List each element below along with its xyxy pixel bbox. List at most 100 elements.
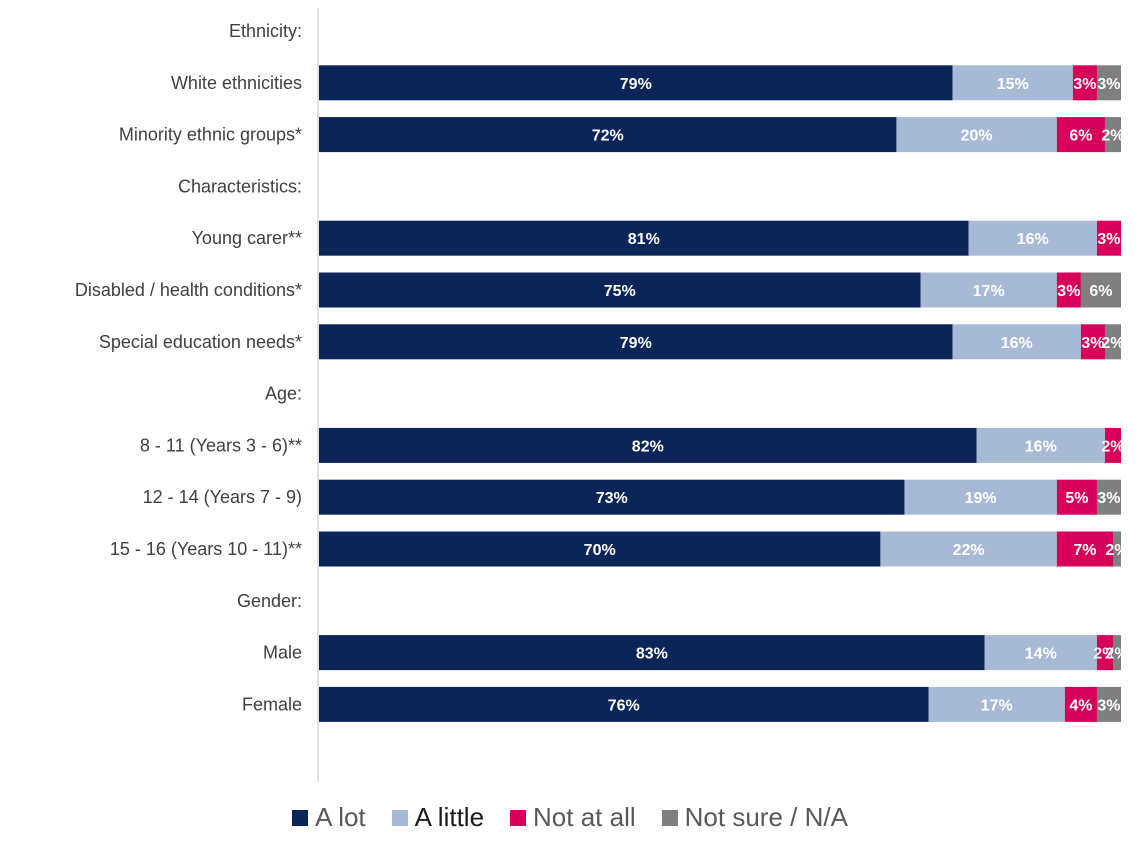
category-label: Gender: xyxy=(237,591,302,611)
bar-a-lot xyxy=(319,117,897,153)
data-label-a-lot: 81% xyxy=(628,231,660,248)
bar-a-lot xyxy=(319,427,977,463)
bar-a-little xyxy=(952,324,1081,360)
legend-swatch xyxy=(661,809,678,826)
category-label: Young carer** xyxy=(192,228,302,248)
bar-not-at-all xyxy=(1096,635,1113,671)
stacked-bar-chart: 79% 15% 3% 3%72% 20% 6% 2%81% 16% 3%75% 17% 3% 6%79… xyxy=(74,8,1129,782)
bar-not-at-all xyxy=(1064,686,1097,722)
bar-a-little xyxy=(952,65,1073,101)
data-label-not-sure-n-a: 2% xyxy=(1101,128,1124,145)
bar-a-lot xyxy=(319,220,969,256)
bar-not-at-all xyxy=(1104,427,1121,463)
data-label-a-lot: 83% xyxy=(636,646,668,663)
data-label-not-sure-n-a: 6% xyxy=(1089,283,1112,300)
category-label: Special education needs* xyxy=(99,332,302,352)
bar-not-sure-n-a xyxy=(1104,324,1121,360)
bar-a-lot xyxy=(319,65,953,101)
bar-a-little xyxy=(928,686,1065,722)
bar-not-sure-n-a xyxy=(1096,479,1121,515)
data-label-a-lot: 82% xyxy=(632,438,664,455)
bar-not-at-all xyxy=(1056,117,1105,153)
bar-a-little xyxy=(880,531,1057,567)
category-label: 12 - 14 (Years 7 - 9) xyxy=(143,487,302,507)
bar-not-at-all xyxy=(1096,220,1121,256)
data-label-not-at-all: 3% xyxy=(1073,76,1096,93)
data-label-a-lot: 70% xyxy=(584,542,616,559)
data-label-not-at-all: 3% xyxy=(1057,283,1080,300)
data-label-a-little: 17% xyxy=(973,283,1005,300)
bar-not-sure-n-a xyxy=(1112,531,1121,567)
data-label-a-little: 22% xyxy=(953,542,985,559)
data-label-not-at-all: 2% xyxy=(1093,646,1116,663)
category-label: Disabled / health conditions* xyxy=(75,280,302,300)
data-label-not-at-all: 3% xyxy=(1097,231,1120,248)
bar-a-little xyxy=(896,117,1057,153)
bar-a-little xyxy=(984,635,1097,671)
bar-a-little xyxy=(968,220,1097,256)
data-label-not-at-all: 7% xyxy=(1073,542,1096,559)
category-label: 15 - 16 (Years 10 - 11)** xyxy=(110,539,302,559)
bar-not-at-all xyxy=(1056,479,1097,515)
bar-not-at-all xyxy=(1080,324,1105,360)
category-label: Female xyxy=(242,694,302,714)
category-label: Age: xyxy=(265,384,302,404)
data-label-a-little: 15% xyxy=(997,76,1029,93)
bar-not-sure-n-a xyxy=(1096,65,1121,101)
data-label-not-at-all: 3% xyxy=(1081,335,1104,352)
bar-a-lot xyxy=(319,479,905,515)
legend-item-a-lot: A lot xyxy=(292,802,366,833)
bar-not-sure-n-a xyxy=(1096,686,1121,722)
data-label-not-sure-n-a: 3% xyxy=(1097,76,1120,93)
legend-item-not-at-all: Not at all xyxy=(510,802,636,833)
bar-a-little xyxy=(904,479,1057,515)
data-label-not-sure-n-a: 3% xyxy=(1097,490,1120,507)
category-label-group: Ethnicity: White ethnicities Minority ethn… xyxy=(75,21,302,714)
bar-a-lot xyxy=(319,324,953,360)
legend-swatch xyxy=(292,809,309,826)
data-label-a-lot: 75% xyxy=(604,283,636,300)
data-label-a-lot: 79% xyxy=(620,335,652,352)
category-label: Characteristics: xyxy=(178,176,302,196)
bar-not-at-all xyxy=(1072,65,1097,101)
legend-label: A little xyxy=(414,802,485,832)
data-label-not-sure-n-a: 2% xyxy=(1105,646,1128,663)
legend-label: A lot xyxy=(315,802,366,832)
category-label: White ethnicities xyxy=(171,73,302,93)
category-label: Male xyxy=(263,643,302,663)
category-label: Minority ethnic groups* xyxy=(119,125,302,145)
bar-a-lot xyxy=(319,531,881,567)
legend-label: Not at all xyxy=(533,802,636,832)
legend-swatch xyxy=(510,809,527,826)
data-label-a-lot: 73% xyxy=(596,490,628,507)
legend-item-a-little: A little xyxy=(391,802,485,833)
bar-a-lot xyxy=(319,635,985,671)
bar-a-little xyxy=(976,427,1105,463)
category-label: 8 - 11 (Years 3 - 6)** xyxy=(140,435,302,455)
bar-not-sure-n-a xyxy=(1104,117,1121,153)
bar-not-at-all xyxy=(1056,531,1113,567)
data-label-a-little: 16% xyxy=(1017,231,1049,248)
chart-legend: A lot A little Not at all Not sure / N/A xyxy=(0,802,1140,833)
data-label-not-at-all: 2% xyxy=(1101,438,1124,455)
data-label-a-little: 17% xyxy=(981,697,1013,714)
bar-a-lot xyxy=(319,272,921,308)
data-label-a-lot: 76% xyxy=(608,697,640,714)
data-label-not-sure-n-a: 2% xyxy=(1105,542,1128,559)
data-label-not-sure-n-a: 2% xyxy=(1101,335,1124,352)
data-label-not-sure-n-a: 3% xyxy=(1097,697,1120,714)
category-label: Ethnicity: xyxy=(229,21,302,41)
bar-a-little xyxy=(920,272,1057,308)
legend-label: Not sure / N/A xyxy=(684,802,848,832)
data-label-not-at-all: 5% xyxy=(1065,490,1088,507)
data-label-a-little: 20% xyxy=(961,128,993,145)
bar-group: 79% 15% 3% 3%72% 20% 6% 2%81% 16% 3%75% 17% 3% 6%79… xyxy=(319,65,1129,722)
data-label-not-at-all: 4% xyxy=(1069,697,1092,714)
legend-item-not-sure-n-a: Not sure / N/A xyxy=(661,802,848,833)
bar-not-at-all xyxy=(1056,272,1081,308)
bar-not-sure-n-a xyxy=(1080,272,1121,308)
data-label-a-lot: 79% xyxy=(620,76,652,93)
legend-swatch xyxy=(391,809,408,826)
data-label-a-little: 19% xyxy=(965,490,997,507)
data-label-a-lot: 72% xyxy=(592,128,624,145)
